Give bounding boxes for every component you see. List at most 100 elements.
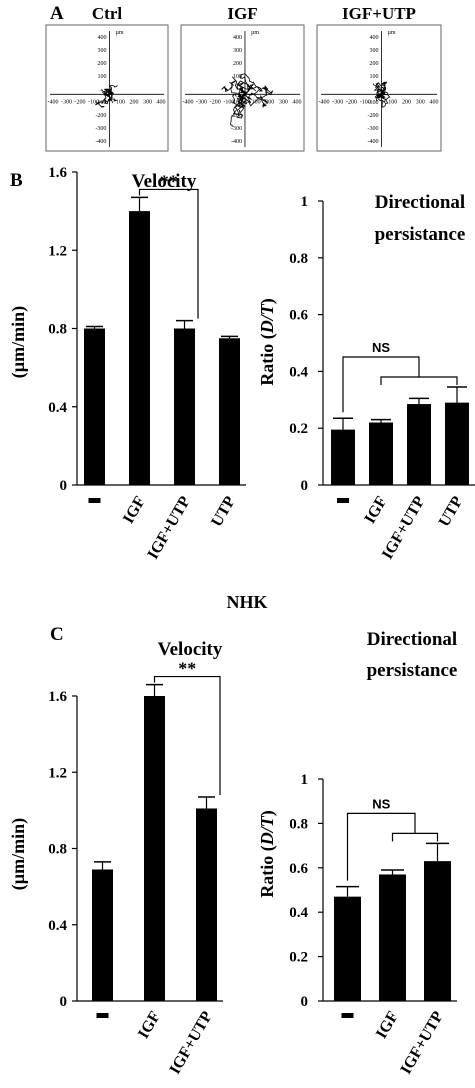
track-x-tick: -100: [88, 99, 99, 105]
track-plot-title: Ctrl: [92, 4, 122, 23]
track-x-tick: 100: [388, 99, 397, 105]
track-y-tick: 100: [97, 74, 106, 80]
y-tick-label: 0.2: [289, 421, 308, 437]
track-y-tick: 400: [369, 35, 378, 41]
track-x-tick: 300: [416, 99, 425, 105]
cell-track: [376, 93, 386, 104]
track-unit-label: µm: [251, 30, 259, 36]
track-y-tick: 300: [97, 48, 106, 54]
track-y-tick: -400: [95, 139, 106, 145]
track-unit-label: µm: [387, 30, 395, 36]
ns-bracket-inner: [380, 376, 458, 386]
track-y-tick: 200: [97, 61, 106, 67]
bar-2: [144, 696, 165, 1001]
y-tick-label: 1: [301, 772, 309, 788]
chart-title: persistance: [367, 660, 458, 681]
track-x-tick: -400: [48, 99, 59, 105]
y-axis-label: (µm/min): [8, 818, 29, 890]
category-label-dash: [341, 1013, 354, 1018]
track-x-tick: 300: [143, 99, 152, 105]
y-tick-label: 0: [301, 478, 309, 494]
bar-2: [129, 211, 150, 485]
y-tick-label: 1: [301, 194, 309, 210]
chart-title: Velocity: [158, 639, 223, 660]
track-x-tick: -300: [61, 99, 72, 105]
cell-track: [236, 93, 246, 119]
track-y-tick: 200: [369, 61, 378, 67]
y-tick-label: 0.2: [289, 950, 308, 966]
y-axis-label: Ratio (D/T): [257, 810, 278, 898]
track-y-tick: -400: [231, 139, 242, 145]
bar-chart-3: Velocity (µm/min) 0 0.4 0.8 1.2 1.6 IGF IGF+UTP *…: [8, 639, 223, 1077]
track-y-tick: -200: [367, 113, 378, 119]
panel-label-b: B: [10, 170, 23, 191]
significance-marker: NS: [372, 340, 390, 355]
bar-4: [219, 338, 240, 485]
cell-track: [378, 92, 389, 108]
significance-marker: NS: [372, 796, 390, 811]
track-x-tick: 400: [430, 99, 439, 105]
bar-2: [379, 874, 406, 1001]
track-x-tick: -300: [196, 99, 207, 105]
track-plot-frame: [316, 24, 442, 152]
y-tick-label: 1.6: [48, 165, 67, 181]
y-axis-label: Ratio (D/T): [257, 298, 278, 386]
track-x-tick: -200: [346, 99, 357, 105]
cell-track: [244, 85, 274, 100]
cell-track: [102, 91, 118, 102]
bar-3: [174, 328, 195, 485]
track-x-tick: -200: [210, 99, 221, 105]
cell-track: [381, 81, 388, 95]
track-unit-label: µm: [115, 30, 123, 36]
track-x-tick: -100: [360, 99, 371, 105]
cell-track: [221, 76, 246, 95]
track-y-tick: -200: [231, 113, 242, 119]
bar-1: [92, 869, 113, 1001]
y-tick-label: 0.4: [48, 400, 67, 416]
track-x-tick: -400: [183, 99, 194, 105]
panel-label-a: A: [50, 3, 64, 24]
category-label: IGF+UTP: [144, 493, 194, 562]
bar-4: [445, 402, 469, 485]
track-x-tick: 100: [252, 99, 261, 105]
track-plot-title: IGF+UTP: [342, 4, 416, 23]
track-x-tick: 400: [293, 99, 302, 105]
track-x-tick: 200: [130, 99, 139, 105]
y-tick-label: 0.6: [289, 308, 308, 324]
track-y-tick: 100: [369, 74, 378, 80]
track-y-tick: 100: [233, 74, 242, 80]
category-label: IGF: [362, 493, 391, 526]
track-x-tick: -200: [75, 99, 86, 105]
track-plot-frame: [45, 24, 169, 152]
category-label: UTP: [436, 493, 467, 529]
category-label: IGF+UTP: [166, 1008, 216, 1077]
y-tick-label: 0: [60, 994, 68, 1010]
track-y-tick: -400: [367, 139, 378, 145]
track-y-tick: 400: [97, 35, 106, 41]
category-label-dash: [88, 498, 101, 503]
chart-title: persistance: [375, 224, 466, 245]
category-label: IGF: [120, 493, 149, 526]
y-tick-label: 0.8: [48, 842, 67, 858]
bar-3: [424, 861, 451, 1001]
y-tick-label: 0.8: [289, 816, 308, 832]
category-label: IGF: [373, 1008, 402, 1041]
track-plot-title: IGF: [227, 4, 257, 23]
bar-1: [334, 896, 361, 1001]
y-tick-label: 0.8: [289, 251, 308, 267]
track-y-tick: -100: [95, 100, 106, 106]
cell-track: [107, 84, 118, 95]
ns-bracket-inner: [391, 832, 439, 842]
chart-title: Velocity: [132, 171, 197, 192]
track-y-tick: -100: [231, 100, 242, 106]
ns-bracket-outer: [346, 812, 416, 881]
bar-chart-4: Directional persistance Ratio (D/T) 0 0.2 0.4…: [257, 629, 457, 1077]
track-x-tick: -400: [319, 99, 330, 105]
track-x-tick: 100: [116, 99, 125, 105]
significance-bracket: [153, 675, 221, 796]
